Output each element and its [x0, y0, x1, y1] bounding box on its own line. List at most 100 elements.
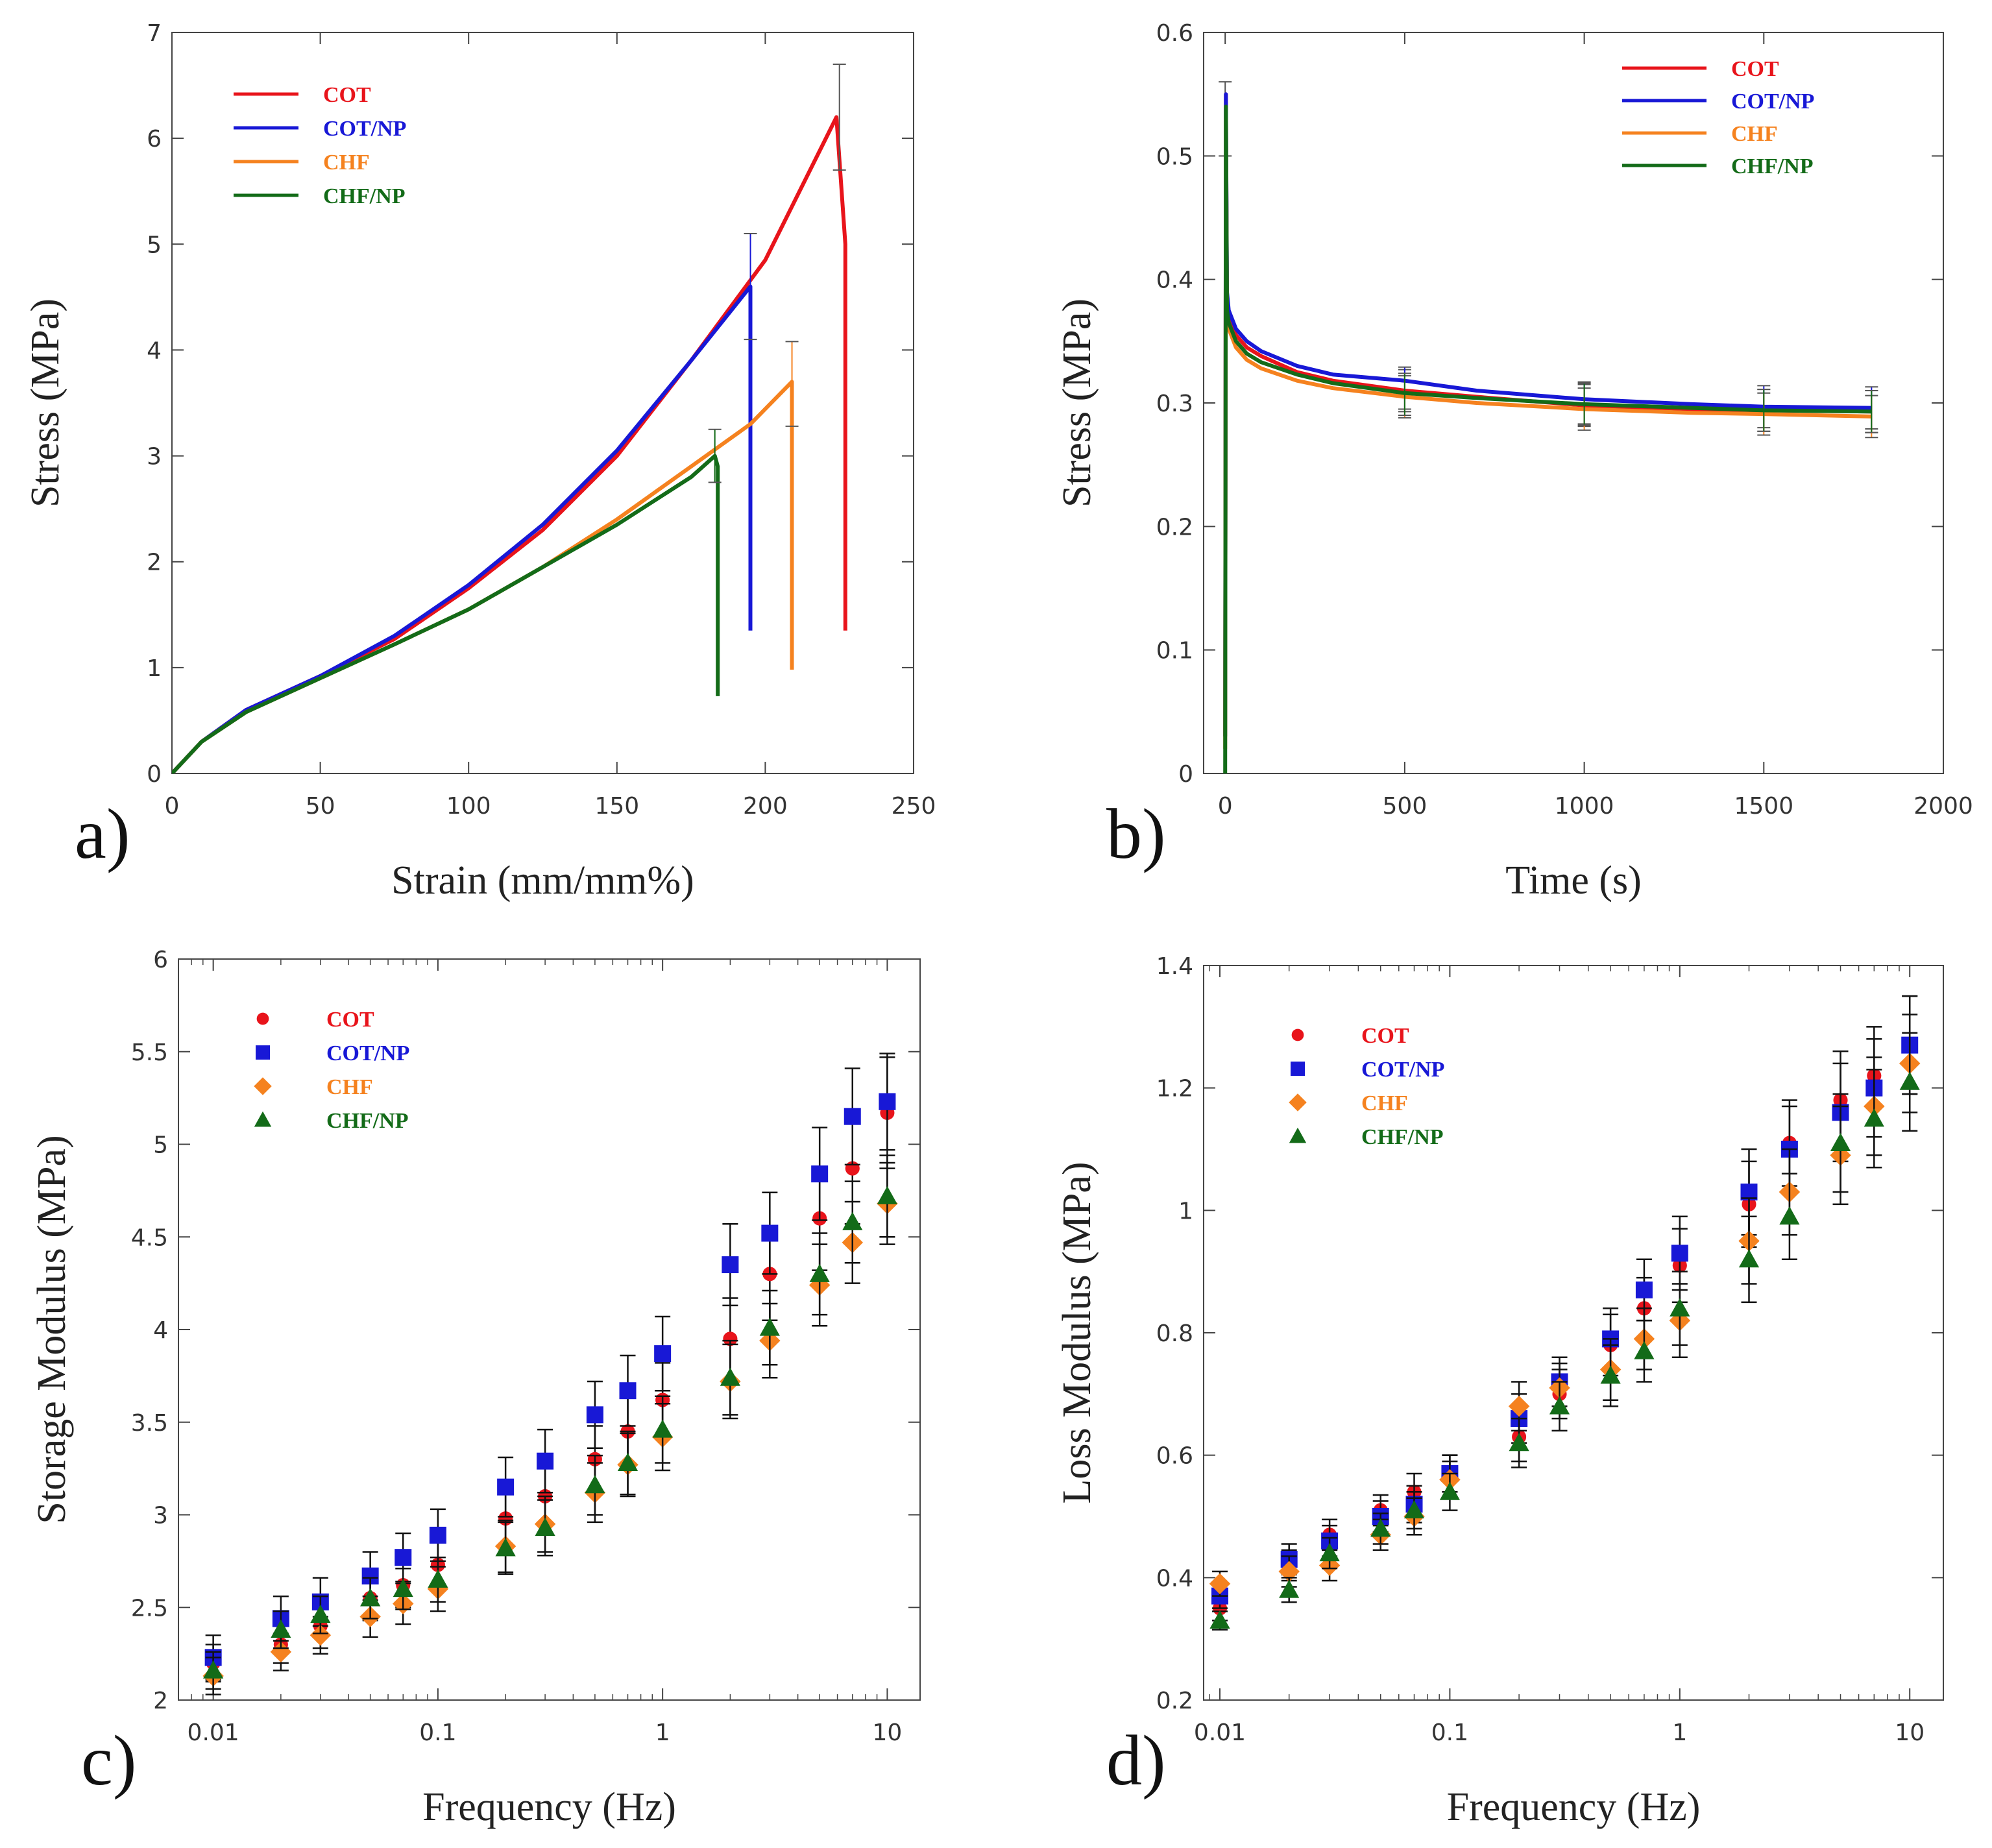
data-point [585, 1475, 605, 1494]
x-tick-label: 50 [306, 793, 335, 820]
panel-label: a) [75, 794, 130, 873]
x-axis-label: Frequency (Hz) [422, 1785, 676, 1829]
data-point [1209, 1610, 1230, 1629]
series-cot-np [204, 1052, 896, 1681]
legend-item-chf-np: CHF/NP [254, 1109, 409, 1133]
y-axis-label: Stress (MPa) [1055, 298, 1099, 507]
data-point [537, 1452, 554, 1470]
legend-label: COT/NP [323, 117, 406, 141]
chart-panel-b: 0 500 1000 1500 2000 0 0.1 0.2 0.3 0.4 0.5 0.6 Time … [1055, 20, 1973, 903]
legend-label: CHF [1731, 122, 1778, 146]
legend-item-cot: COT [234, 83, 371, 107]
data-point [879, 1093, 896, 1110]
data-point [203, 1660, 224, 1679]
x-tick-label: 100 [446, 793, 491, 820]
error-bar [832, 63, 846, 171]
data-point [1370, 1518, 1391, 1537]
legend-marker [1291, 1062, 1305, 1076]
series-chf [202, 1161, 898, 1696]
legend: COT COT/NP CHF CHF/NP [1622, 57, 1814, 178]
series-line [172, 115, 847, 773]
legend-marker [1289, 1093, 1307, 1112]
data-point [429, 1526, 446, 1544]
series-chf-np [1209, 1032, 1920, 1631]
x-tick-label: 200 [743, 793, 788, 820]
legend: COT COT/NP CHF CHF/NP [234, 83, 406, 208]
legend-item-cot: COT [1291, 1024, 1409, 1048]
error-bar [708, 428, 722, 483]
x-tick-label: 0.01 [1194, 1720, 1246, 1746]
legend-marker [1289, 1127, 1307, 1143]
data-point [720, 1367, 740, 1386]
legend: COT COT/NP CHF CHF/NP [254, 1008, 409, 1133]
y-tick-label: 1.4 [1156, 953, 1193, 980]
y-tick-label: 0.1 [1156, 638, 1193, 664]
y-tick-label: 1 [147, 655, 162, 682]
y-tick-label: 0.6 [1156, 20, 1193, 47]
plot-frame [1203, 965, 1944, 1701]
y-tick-label: 4 [153, 1317, 168, 1344]
data-point [1439, 1481, 1461, 1500]
legend-label: COT [1731, 57, 1779, 81]
data-point [1509, 1433, 1529, 1452]
legend-item-cot-np: COT/NP [1291, 1058, 1444, 1082]
plot-frame [178, 958, 921, 1701]
y-tick-label: 2.5 [131, 1595, 168, 1622]
data-point [495, 1538, 516, 1557]
y-tick-label: 0 [1178, 761, 1193, 788]
data-point [1634, 1341, 1655, 1359]
y-tick-label: 0.3 [1156, 391, 1193, 417]
data-point [1279, 1579, 1300, 1598]
series-chf-np [1223, 104, 1878, 773]
legend-item-chf-np: CHF/NP [234, 184, 406, 208]
x-tick-label: 0.01 [188, 1720, 239, 1746]
x-axis-label: Strain (mm/mm%) [391, 858, 694, 903]
series-chf [172, 341, 799, 773]
x-tick-label: 150 [594, 793, 639, 820]
x-axis-label: Frequency (Hz) [1447, 1785, 1701, 1829]
data-point [497, 1478, 515, 1496]
chart-panel-c: 0.01 0.1 1 10 2 2.5 3 3.5 4 4.5 5 5.5 6 Frequency (Hz… [30, 947, 921, 1829]
data-point [842, 1211, 863, 1230]
y-axis-label: Stress (MPa) [23, 298, 67, 507]
error-bar [1577, 382, 1591, 426]
x-tick-label: 0.1 [1431, 1720, 1468, 1746]
error-bar [1757, 389, 1771, 432]
y-tick-label: 0.5 [1156, 143, 1193, 170]
series-cot [205, 1056, 895, 1683]
data-point [271, 1619, 291, 1638]
data-point [1670, 1298, 1690, 1317]
data-point [1403, 1500, 1425, 1519]
data-point [723, 1331, 738, 1346]
data-point [1830, 1132, 1851, 1152]
series-cot [172, 63, 847, 773]
data-point [1319, 1543, 1340, 1562]
x-tick-label: 1 [1672, 1720, 1687, 1746]
y-tick-label: 4 [147, 337, 162, 364]
y-tick-label: 0.6 [1156, 1443, 1193, 1470]
y-axis-label: Storage Modulus (MPa) [30, 1135, 74, 1524]
data-point [1779, 1206, 1800, 1225]
series-chf [1223, 117, 1878, 749]
legend-label: CHF/NP [1361, 1125, 1444, 1149]
y-tick-label: 0 [147, 761, 162, 788]
chart-panel-a: 0 50 100 150 200 250 0 1 2 3 4 5 6 7 Strain (mm/mm%) St… [23, 20, 936, 903]
y-axis-label: Loss Modulus (MPa) [1055, 1161, 1099, 1503]
data-point [1899, 1071, 1920, 1090]
y-tick-label: 3 [147, 444, 162, 470]
data-point [811, 1165, 829, 1183]
x-tick-label: 1500 [1734, 793, 1793, 820]
data-point [1209, 1573, 1231, 1595]
y-tick-label: 7 [147, 20, 162, 47]
x-tick-label: 1 [655, 1720, 670, 1746]
x-tick-label: 1000 [1555, 793, 1614, 820]
legend-item-chf-np: CHF/NP [1289, 1125, 1444, 1149]
legend-label: COT/NP [1361, 1058, 1444, 1082]
y-tick-label: 0.8 [1156, 1320, 1193, 1347]
series-chf-np [172, 428, 722, 773]
legend-item-cot-np: COT/NP [1622, 90, 1814, 114]
legend-item-cot-np: COT/NP [256, 1041, 409, 1065]
data-point [617, 1452, 638, 1472]
x-tick-label: 0 [1218, 793, 1233, 820]
data-point [1600, 1365, 1621, 1384]
